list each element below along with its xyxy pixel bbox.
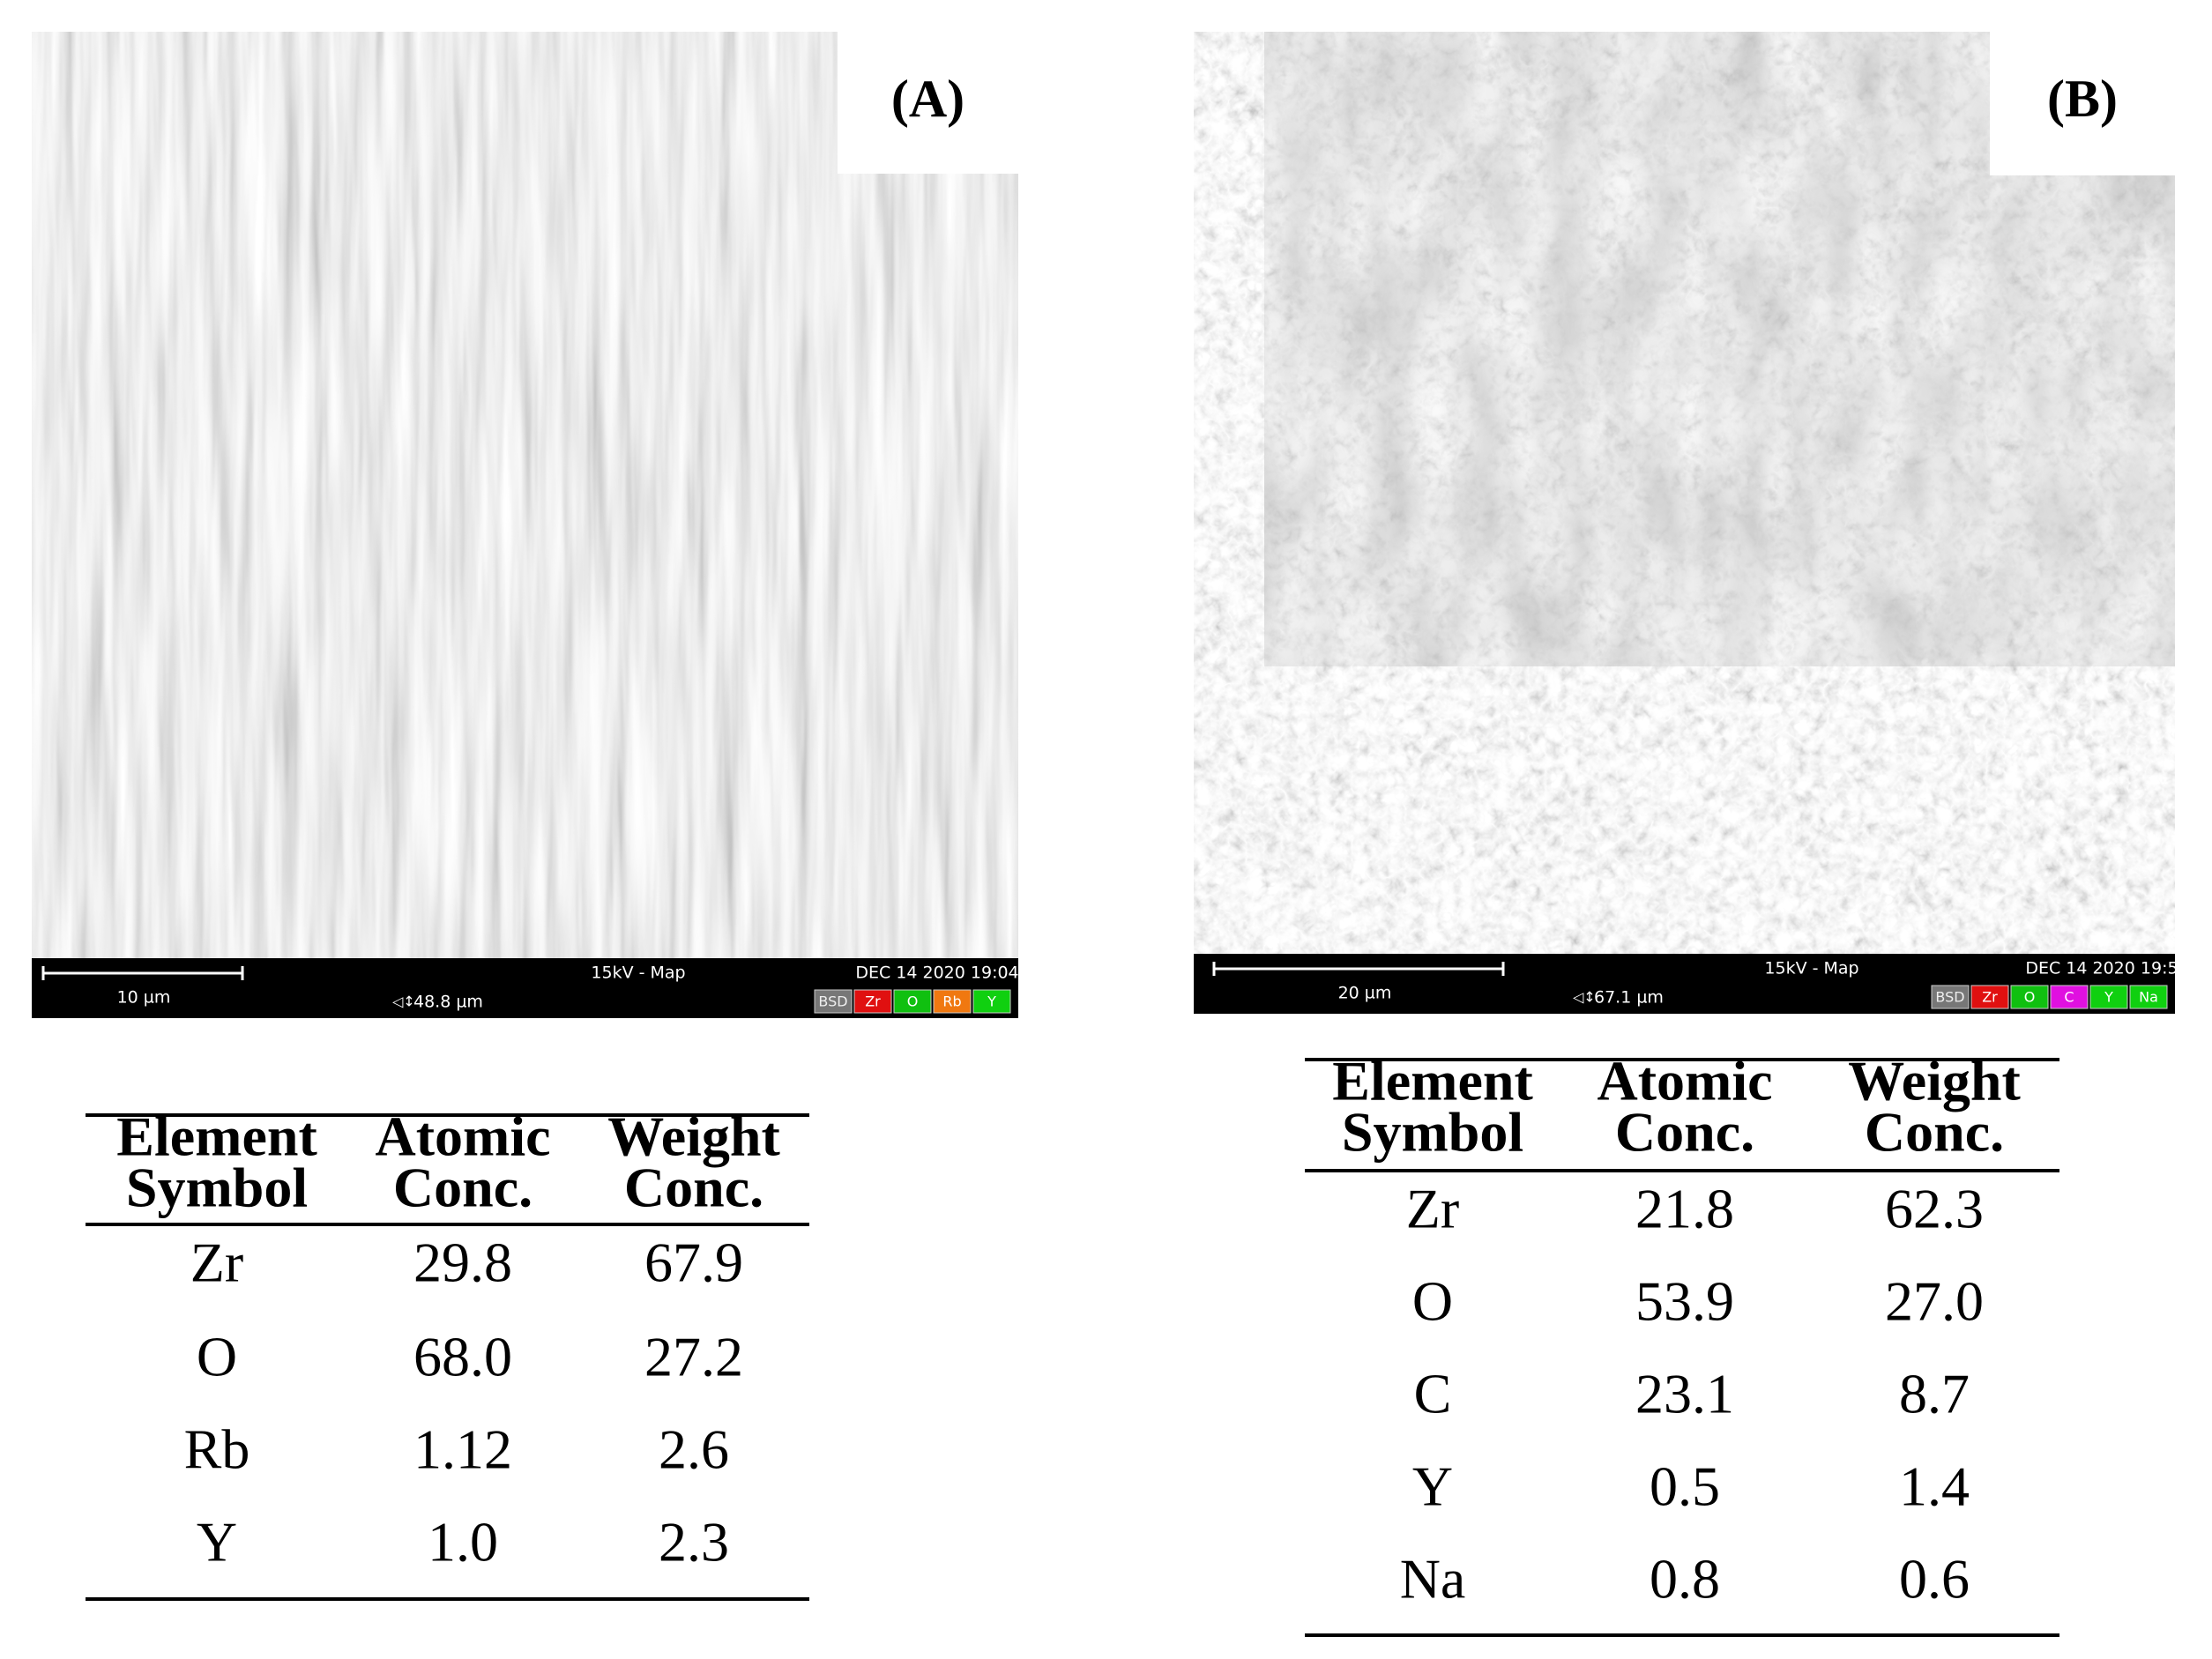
table-header: Element [116,1105,317,1168]
field-width: 48.8 µm [413,993,483,1012]
element-tag-label: Rb [942,993,961,1010]
table-cell: O [1412,1270,1453,1333]
table-header: Weight [1848,1050,2021,1112]
element-tag-label: Na [2139,989,2158,1006]
table-cell: 2.6 [659,1418,729,1481]
table-cell: 1.12 [413,1418,512,1481]
element-tag [2129,985,2168,1009]
mode: 15kV - Map [591,963,685,983]
field-icon: ◁↕ [1572,989,1596,1006]
table-cell: 27.2 [644,1326,743,1388]
scale-bar-label: 10 µm [117,988,171,1008]
table-cell: 21.8 [1635,1178,1734,1240]
table-cell: 27.0 [1885,1270,1984,1333]
element-tag-label: BSD [818,993,847,1010]
panel-label: (B) [2047,70,2118,128]
timestamp: DEC 14 2020 19:56 [2025,959,2188,978]
element-tag-label: Y [987,993,996,1010]
table-cell: 0.8 [1650,1548,1720,1611]
table-cell: 2.3 [659,1511,729,1573]
table-cell: 1.0 [428,1511,498,1573]
element-tag [2089,985,2128,1009]
table-header: Symbol [126,1157,308,1219]
table-cell: 0.5 [1650,1455,1720,1518]
field-width: 67.1 µm [1594,988,1664,1008]
image-smooth-region [1264,32,2175,666]
element-tag-label: O [2024,989,2036,1006]
table-cell: 62.3 [1885,1178,1984,1240]
table-header: Conc. [393,1157,533,1219]
mode: 15kV - Map [1764,959,1858,978]
table-cell: 1.4 [1899,1455,1970,1518]
element-tag-label: Y [2104,989,2113,1006]
table-cell: Rb [184,1418,250,1481]
panel-label-box [1990,32,2175,175]
element-tag [933,989,972,1014]
table-cell: 0.6 [1899,1548,1970,1611]
element-tag-label: C [2064,989,2074,1006]
table-header: Element [1332,1050,1533,1112]
element-tag [1970,985,2009,1009]
field-icon: ◁↕ [391,993,415,1010]
table-header: Conc. [624,1157,763,1219]
table-cell: Na [1400,1548,1466,1611]
element-tag-label: Zr [1982,989,1998,1006]
element-tag-label: O [907,993,919,1010]
table-cell: O [197,1326,237,1388]
table-cell: 8.7 [1899,1363,1970,1425]
panel-label: (A) [891,70,964,128]
table-cell: Y [197,1511,237,1573]
table-cell: C [1414,1363,1452,1425]
table-header: Weight [607,1105,780,1168]
table-cell: 53.9 [1635,1270,1734,1333]
element-tag [2050,985,2089,1009]
panel-label-box [838,32,1018,174]
timestamp: DEC 14 2020 19:04 [855,963,1018,983]
element-tag [2010,985,2049,1009]
table-cell: 29.8 [413,1231,512,1294]
sem-image: 20 µm 67.1 µm◁↕ 15kV - Map DEC 14 2020 19:5… [1194,32,2189,1014]
table-cell: 23.1 [1635,1363,1734,1425]
element-tag [1931,985,1970,1009]
element-tag [893,989,932,1014]
table-cell: Zr [1406,1178,1459,1240]
table-cell: Zr [190,1231,243,1294]
image-texture [32,32,1018,1018]
table-header: Atomic [1597,1050,1772,1112]
table-header: Symbol [1342,1101,1523,1164]
element-tag [972,989,1011,1014]
table-cell: 67.9 [644,1231,743,1294]
sem-image: 10 µm 48.8 µm◁↕ 15kV - Map DEC 14 2020 19:0… [32,32,1019,1018]
element-tag-label: Zr [865,993,881,1010]
table-header: Conc. [1615,1101,1754,1164]
table-header: Atomic [375,1105,550,1168]
table-cell: 68.0 [413,1326,512,1388]
element-tag-label: BSD [1935,989,1964,1006]
table-header: Conc. [1865,1101,2004,1164]
element-tag [814,989,853,1014]
element-tag [853,989,892,1014]
scale-bar-label: 20 µm [1338,984,1392,1003]
table-cell: Y [1412,1455,1453,1518]
